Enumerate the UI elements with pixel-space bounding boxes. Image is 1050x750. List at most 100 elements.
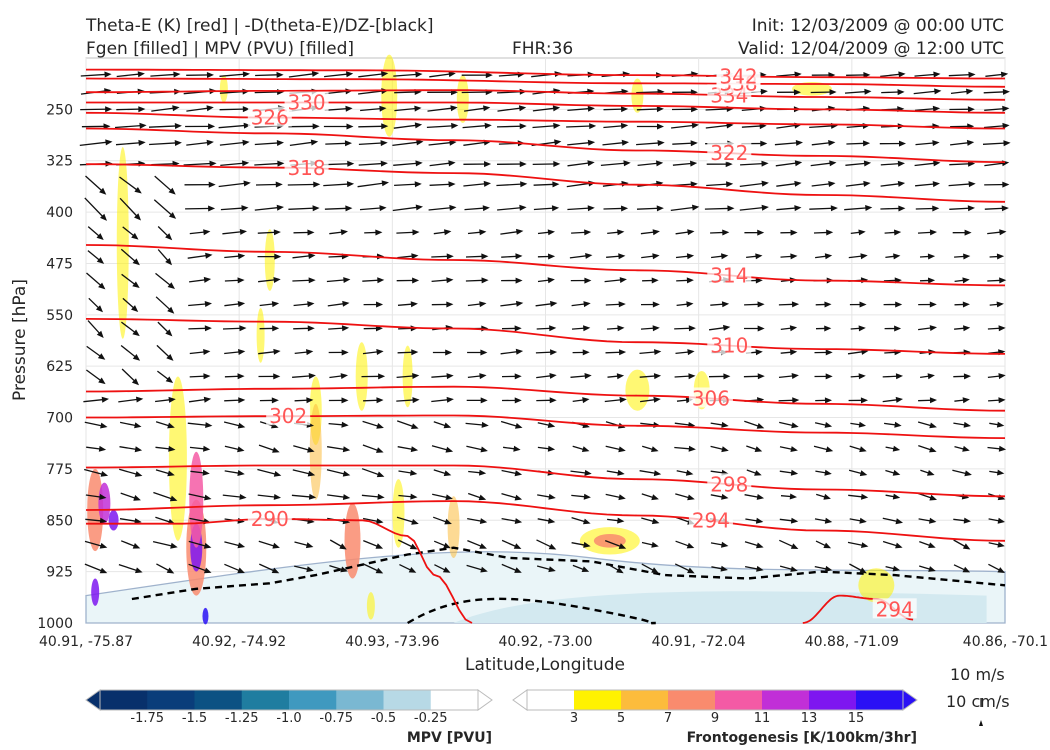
vector-arrow-head [651,541,659,548]
colorbar-tick-label: 7 [664,711,672,726]
vector-arrow-head [414,181,422,188]
vector-arrow-head [98,282,106,290]
y-tick-labels: 250 325 400 475 550 625 700 775 850 925 1000 [37,102,73,632]
vector-arrow-head [928,277,936,284]
vector-arrow-head [307,229,315,236]
vector-arrow-head [997,517,1005,524]
vector-arrow-head [203,445,211,452]
theta-e-contour-label: 306 [692,386,730,410]
vector-arrow-head [271,301,280,308]
vector-arrow-head [893,253,901,260]
vector-arrow-head [480,446,488,453]
vector-arrow [287,183,319,186]
vector-arrow-head [100,213,107,221]
vector-arrow-head [998,373,1006,380]
vector-arrow-head [448,160,456,167]
contour-label-bg [872,598,917,619]
vector-arrow-head [445,494,453,501]
vector-arrow-head [520,181,528,188]
vector-arrow-head [861,542,869,548]
frontogenesis-fill [456,75,469,124]
vector-arrow-head [105,106,113,113]
vector-arrow-head [203,542,212,549]
vector-arrow-head [549,373,557,379]
vector-arrow-head [687,349,695,356]
vector-arrow-head [445,446,454,453]
vector-arrow-head [377,277,385,284]
vector-arrow-head [829,89,837,96]
theta-e-contour-label: 342 [719,64,757,88]
contour-label-bg [266,405,311,426]
x-tick-label: 40.86, -70.1 [963,634,1048,650]
vector-arrow-head [618,301,626,308]
vector-arrow-head [757,229,765,236]
colorbar-frame [526,689,904,711]
vector-arrow-head [619,349,627,356]
vector-arrow-head [139,122,147,129]
vector-arrow-head [242,139,250,146]
theta-e-contour [86,414,1006,439]
vector-arrow-head [964,229,972,236]
vector-arrow-head [307,325,315,332]
vector-arrow-head [584,373,592,379]
vector-arrow-head [686,301,694,308]
vector-arrow-head [276,71,284,78]
vector-arrow-head [651,567,659,574]
vector-arrow-head [618,446,626,453]
vector-arrow-head [895,373,903,380]
vector-arrow-head [690,181,698,188]
vector-arrow-head [204,301,212,307]
vector-arrow-head [306,397,314,404]
theta-e-contour [85,500,1006,542]
vector-arrow-head [408,567,417,573]
vector-arrow-head [134,213,141,221]
vector-arrow-head [168,212,177,219]
vector-arrow-head [794,160,803,167]
vector-arrow-head [757,301,765,308]
vector-arrow-head [208,123,216,130]
vector-arrow-head [346,181,355,188]
frontogenesis-fill [219,75,228,103]
vector-arrow-head [550,349,558,356]
vector-arrow-head [104,71,112,78]
x-tick-label: 40.91, -75.87 [39,634,133,650]
vector-arrow-head [208,181,216,188]
vector-arrow-head [480,349,488,356]
theta-e-contour-label: 294 [876,597,914,621]
theta-e-contour [86,89,1006,101]
vector-arrow-head [830,205,838,212]
vector-arrow-head [652,229,660,236]
vector-arrow-head [450,105,458,112]
vector-arrow-head [967,106,975,113]
vector-arrow-head [795,140,803,146]
vector-arrow-head [858,421,866,428]
vector-arrow-head [481,253,489,260]
vector-arrow-head [582,397,590,404]
vector-arrow-head [895,518,903,525]
vector-arrow-head [756,494,765,500]
vector-arrow-head [723,324,731,331]
vector-arrow-head [725,161,733,168]
vector-arrow-head [789,493,797,500]
vector-arrow-head [617,517,625,524]
vector-arrow-head [793,89,801,96]
vector-arrow-head [790,566,798,572]
y-tick-label: 775 [46,462,73,478]
vector-arrow-head [790,349,798,356]
vector-arrow-head [963,325,971,332]
vector-arrow-head [688,325,696,332]
vector-arrow-head [654,349,662,355]
vector-arrow-head [721,541,729,548]
vector-arrow-head [379,105,387,112]
vector-arrow-head [482,205,490,212]
vector-arrow-head [515,253,523,260]
vector-arrow-head [823,493,831,500]
vector-arrow-head [376,423,384,429]
frontogenesis-fill [256,307,265,363]
vector-arrow-head [998,397,1006,404]
vector-arrow-head [651,277,659,284]
vector-arrow-head [205,422,213,428]
colorbar-frame [99,689,479,711]
theta-e-contour-label: 294 [692,509,730,533]
vector-arrow-head [479,543,487,549]
